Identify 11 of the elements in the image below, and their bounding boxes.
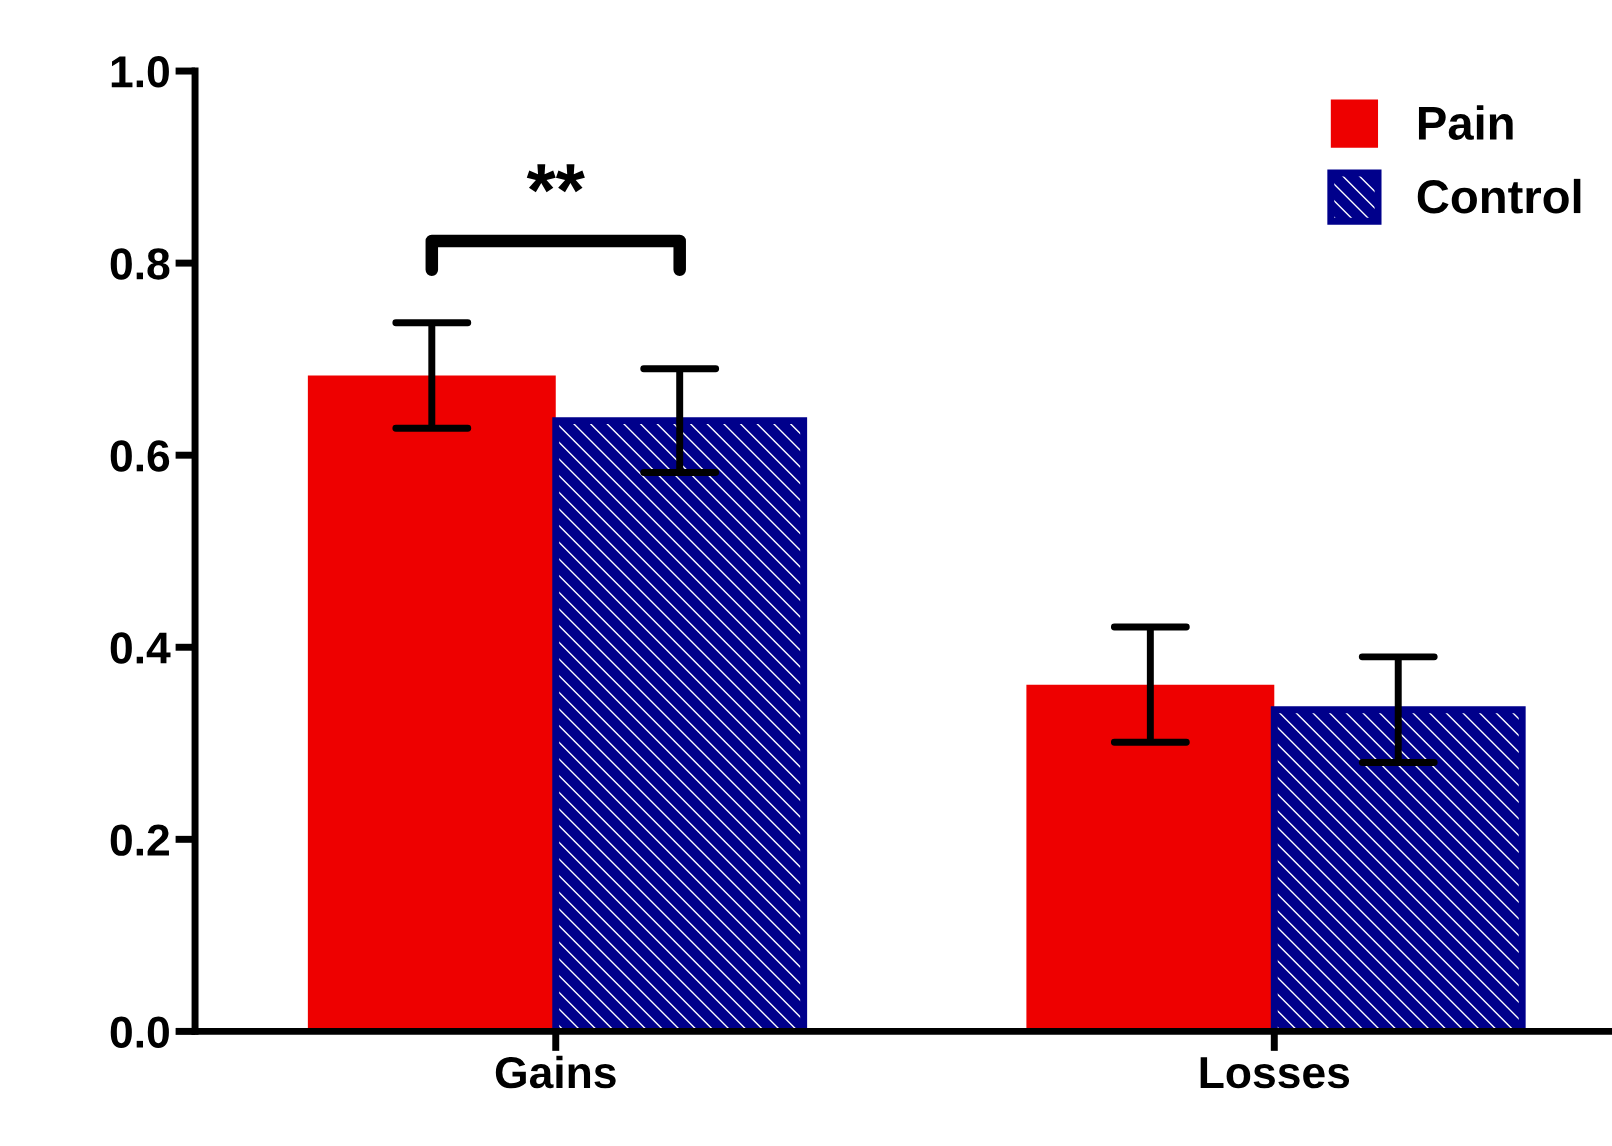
x-tick-label: Gains: [495, 1055, 616, 1089]
y-tick-label: 0.0: [110, 1016, 169, 1048]
x-tick-label: Losses: [1200, 1057, 1350, 1089]
y-tick-label: 0.4: [110, 632, 171, 664]
y-tick-label: 0.8: [110, 248, 170, 280]
y-tick-label: 0.2: [110, 824, 169, 856]
annotation: **: [526, 164, 585, 193]
y-tick-label: 1.0: [111, 56, 169, 88]
legend-label: Control: [1417, 178, 1581, 214]
legend-label: Pain: [1418, 105, 1513, 140]
y-tick-label: 0.6: [110, 440, 170, 472]
